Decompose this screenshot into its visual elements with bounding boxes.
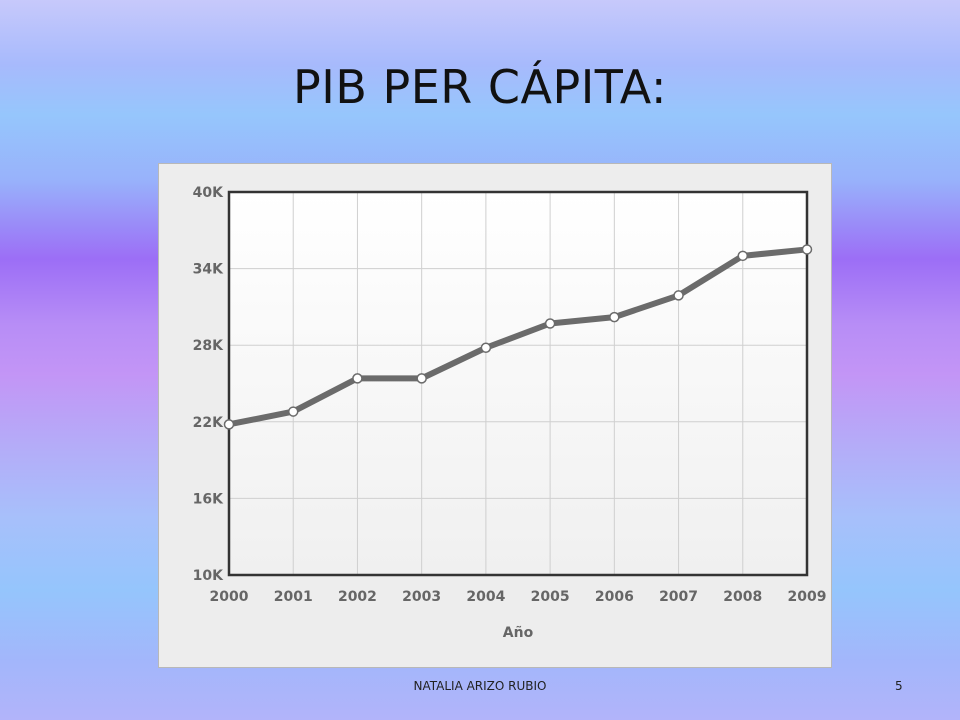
x-tick-label: 2003 bbox=[402, 589, 441, 605]
x-axis-title: Año bbox=[503, 625, 534, 641]
x-axis-ticks: 2000 2001 2002 2003 2004 2005 2006 2007 2008 2009 bbox=[210, 589, 827, 605]
x-tick-label: 2009 bbox=[788, 589, 827, 605]
x-tick-label: 2000 bbox=[210, 589, 249, 605]
x-tick-label: 2004 bbox=[466, 589, 505, 605]
page-number: 5 bbox=[895, 679, 903, 693]
y-tick-label: 22K bbox=[193, 415, 224, 431]
x-tick-label: 2002 bbox=[338, 589, 377, 605]
y-tick-label: 40K bbox=[193, 185, 224, 201]
data-point bbox=[223, 419, 235, 430]
y-tick-label: 34K bbox=[193, 262, 224, 278]
plot-border bbox=[227, 190, 809, 577]
data-point bbox=[352, 373, 363, 384]
plot-area bbox=[229, 192, 807, 575]
slide-title: PIB PER CÁPITA: bbox=[293, 60, 667, 114]
y-axis-ticks: 10K 16K 22K 28K 34K 40K bbox=[193, 185, 224, 584]
x-tick-label: 2006 bbox=[595, 589, 634, 605]
footer-author: NATALIA ARIZO RUBIO bbox=[413, 679, 547, 693]
x-tick-label: 2005 bbox=[531, 589, 570, 605]
data-point bbox=[673, 290, 684, 301]
x-tick-label: 2001 bbox=[274, 589, 313, 605]
y-tick-label: 10K bbox=[193, 568, 224, 584]
data-point bbox=[416, 373, 427, 384]
x-tick-label: 2008 bbox=[723, 589, 762, 605]
data-point bbox=[609, 311, 620, 323]
data-point bbox=[480, 342, 492, 354]
data-point bbox=[544, 318, 556, 329]
data-point bbox=[801, 244, 813, 255]
x-tick-label: 2007 bbox=[659, 589, 698, 605]
y-tick-label: 16K bbox=[193, 491, 224, 507]
data-point bbox=[737, 250, 749, 262]
data-point bbox=[287, 406, 299, 417]
series-group bbox=[223, 244, 813, 430]
series-line bbox=[226, 246, 810, 428]
chart-panel: 10K 16K 22K 28K 34K 40K 2000 2001 2002 2003 2004 2… bbox=[158, 163, 832, 668]
y-tick-label: 28K bbox=[193, 338, 224, 354]
